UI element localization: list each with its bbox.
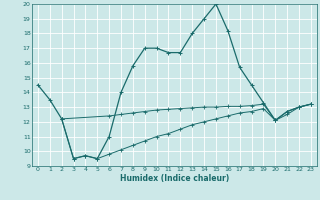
X-axis label: Humidex (Indice chaleur): Humidex (Indice chaleur) [120,174,229,183]
